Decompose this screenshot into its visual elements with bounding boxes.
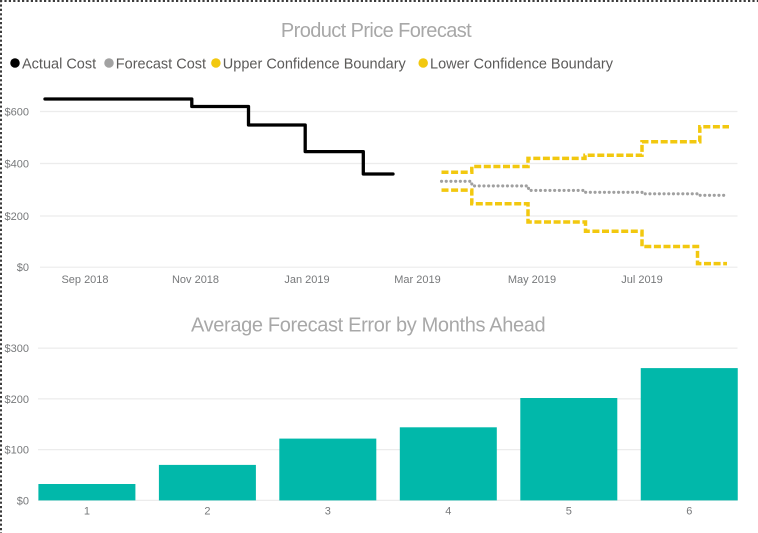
svg-text:Lower Confidence Boundary: Lower Confidence Boundary xyxy=(430,57,614,73)
svg-text:$0: $0 xyxy=(17,495,29,507)
svg-text:Nov 2018: Nov 2018 xyxy=(172,274,219,286)
svg-text:Average Forecast Error by Mont: Average Forecast Error by Months Ahead xyxy=(191,315,545,337)
svg-text:Product Price Forecast: Product Price Forecast xyxy=(281,20,472,42)
svg-text:Upper Confidence Boundary: Upper Confidence Boundary xyxy=(223,57,407,73)
svg-text:Sep 2018: Sep 2018 xyxy=(61,274,108,286)
svg-text:$200: $200 xyxy=(5,394,29,406)
svg-text:3: 3 xyxy=(325,506,331,518)
svg-text:$200: $200 xyxy=(5,211,29,223)
svg-text:Actual Cost: Actual Cost xyxy=(22,57,96,73)
svg-text:$600: $600 xyxy=(5,107,29,119)
svg-text:Jul 2019: Jul 2019 xyxy=(621,274,663,286)
svg-text:$100: $100 xyxy=(5,445,29,457)
svg-text:Jan 2019: Jan 2019 xyxy=(284,274,329,286)
svg-text:1: 1 xyxy=(84,506,90,518)
svg-text:2: 2 xyxy=(204,506,210,518)
svg-text:$400: $400 xyxy=(5,159,29,171)
svg-text:$300: $300 xyxy=(5,343,29,355)
svg-text:$0: $0 xyxy=(17,262,29,274)
svg-text:4: 4 xyxy=(445,506,451,518)
svg-text:6: 6 xyxy=(686,506,692,518)
svg-text:Forecast Cost: Forecast Cost xyxy=(116,57,206,73)
svg-text:May 2019: May 2019 xyxy=(508,274,556,286)
svg-text:Mar 2019: Mar 2019 xyxy=(394,274,440,286)
svg-text:5: 5 xyxy=(566,506,572,518)
